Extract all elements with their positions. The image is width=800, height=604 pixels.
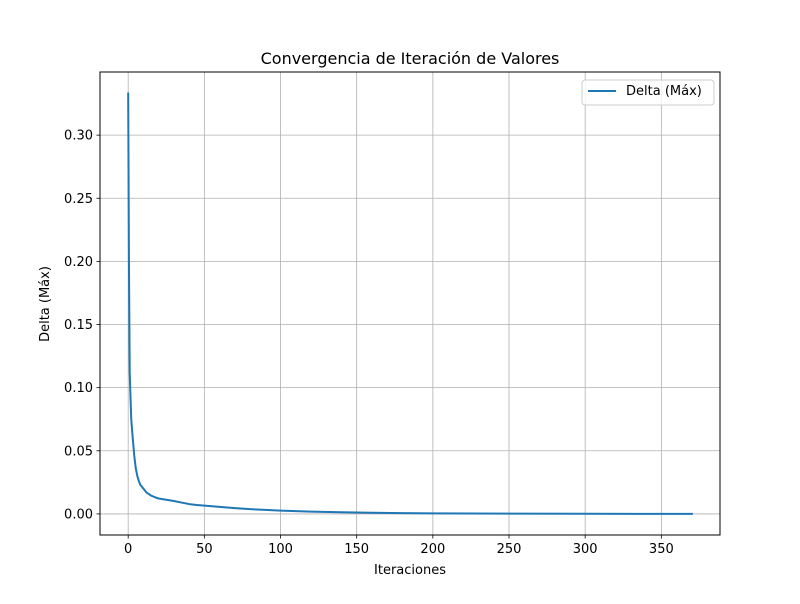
- x-tick-label: 0: [124, 542, 132, 557]
- x-tick-label: 300: [573, 542, 598, 557]
- legend-box: [581, 79, 715, 106]
- y-tick-label: 0.25: [64, 192, 93, 207]
- y-tick-label: 0.15: [64, 318, 93, 333]
- chart-title: Convergencia de Iteración de Valores: [261, 49, 560, 68]
- y-axis-label: Delta (Máx): [38, 266, 53, 342]
- series-layer: [127, 92, 693, 515]
- y-tick-label: 0.20: [64, 255, 93, 270]
- x-tick-label: 100: [268, 542, 293, 557]
- series-line-delta-max: [127, 92, 693, 515]
- x-tick-label: 150: [344, 542, 369, 557]
- legend-label: Delta (Máx): [626, 84, 702, 99]
- x-tick-label: 250: [497, 542, 522, 557]
- y-tick-label: 0.00: [64, 507, 93, 522]
- y-tick-label: 0.05: [64, 444, 93, 459]
- legend: Delta (Máx): [581, 79, 715, 106]
- x-axis-label: Iteraciones: [374, 563, 446, 578]
- grid-layer: [100, 72, 720, 535]
- plot-frame: [99, 71, 721, 536]
- x-tick-label: 50: [196, 542, 213, 557]
- y-tick-label: 0.30: [64, 129, 93, 144]
- x-tick-label: 200: [420, 542, 445, 557]
- tick-layer: 0 50 100 150 200 250 300 350 0.00 0.05 0.10 0.15 0.2…: [64, 129, 674, 557]
- y-tick-label: 0.10: [64, 381, 93, 396]
- x-tick-label: 350: [649, 542, 674, 557]
